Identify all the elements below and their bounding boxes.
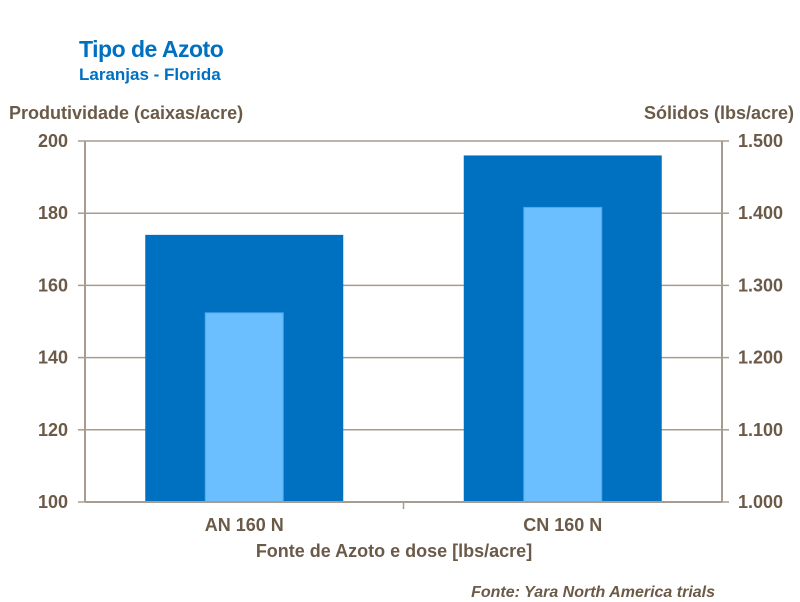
chart-subtitle: Laranjas - Florida bbox=[79, 65, 221, 84]
bar-solids bbox=[523, 206, 603, 503]
left-tick-label: 120 bbox=[38, 420, 68, 440]
left-axis-label: Produtividade (caixas/acre) bbox=[9, 103, 244, 123]
left-tick-label: 180 bbox=[38, 203, 68, 223]
left-tick-label: 140 bbox=[38, 348, 68, 368]
right-tick-label: 1.300 bbox=[738, 275, 783, 295]
right-tick-label: 1.000 bbox=[738, 492, 783, 512]
right-tick-label: 1.500 bbox=[738, 131, 783, 151]
left-tick-label: 200 bbox=[38, 131, 68, 151]
right-tick-label: 1.100 bbox=[738, 420, 783, 440]
left-tick-label: 160 bbox=[38, 275, 68, 295]
x-axis-label: Fonte de Azoto e dose [lbs/acre] bbox=[255, 541, 533, 561]
category-label: AN 160 N bbox=[205, 515, 284, 535]
source-note: Fonte: Yara North America trials bbox=[471, 584, 715, 601]
right-tick-label: 1.200 bbox=[738, 348, 783, 368]
right-tick-label: 1.400 bbox=[738, 203, 783, 223]
category-label: CN 160 N bbox=[523, 515, 602, 535]
left-tick-label: 100 bbox=[38, 492, 68, 512]
right-axis-label: Sólidos (lbs/acre) bbox=[643, 103, 794, 123]
x-axis-label-wrap: Fonte de Azoto e dose [lbs/acre] bbox=[0, 541, 800, 562]
chart-title: Tipo de Azoto bbox=[79, 36, 224, 62]
bar-solids bbox=[204, 312, 284, 503]
